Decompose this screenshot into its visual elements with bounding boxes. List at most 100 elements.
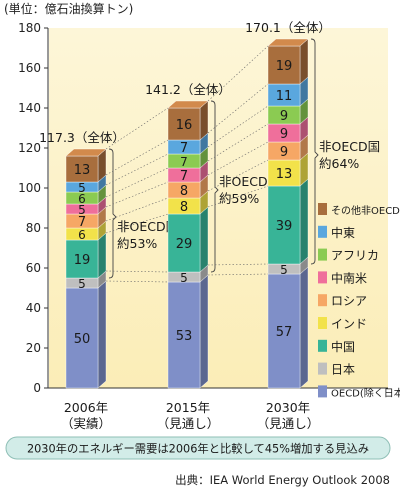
y-tick-label: 120: [18, 141, 41, 155]
bar-value-label: 19: [74, 253, 91, 268]
legend-label: 中東: [331, 225, 355, 240]
bar-value-label: 9: [280, 109, 288, 124]
bar-value-label: 29: [176, 237, 193, 252]
legend-swatch: [318, 225, 327, 238]
bar-value-label: 5: [280, 263, 288, 277]
series-connector-line: [105, 167, 169, 198]
y-tick-label: 140: [18, 101, 41, 115]
series-connector-line: [207, 273, 269, 276]
summary-banner-box: [5, 436, 391, 460]
bar-value-label: 11: [276, 89, 293, 104]
legend-swatch: [318, 385, 327, 398]
series-connector-line: [207, 123, 269, 162]
bar-value-label: 39: [276, 219, 293, 234]
legend-label: インド: [331, 317, 367, 331]
y-tick-label: 80: [26, 221, 41, 235]
bar-segment-side: [299, 178, 309, 265]
bar-value-label: 5: [78, 277, 86, 291]
total-label: 170.1（全体）: [245, 20, 331, 35]
series-connector-line: [105, 197, 169, 222]
y-tick-label: 180: [18, 21, 41, 35]
legend-swatch: [318, 248, 327, 261]
bar-value-label: 19: [276, 59, 293, 74]
non-oecd-bracket: [210, 100, 219, 273]
bar-value-label: 8: [180, 200, 188, 215]
non-oecd-annotation: 非OECD国: [319, 139, 380, 154]
legend-label: 中南米: [331, 270, 367, 285]
y-tick-label: 60: [26, 261, 41, 275]
bar-value-label: 6: [78, 192, 86, 206]
legend-label: OECD(除く日本): [331, 386, 400, 399]
bar-segment: [167, 213, 201, 273]
total-label: 141.2（全体）: [145, 82, 231, 97]
bar-value-label: 8: [180, 184, 188, 199]
x-tick-label: 2030年: [266, 400, 310, 415]
bar-value-label: 9: [280, 127, 288, 142]
bar-segment: [267, 159, 301, 187]
legend-swatch: [318, 317, 327, 329]
non-oecd-annotation: 非OECD国: [117, 219, 178, 234]
bar-top-face: [267, 38, 309, 47]
bar-segment-side: [199, 206, 209, 273]
bar-value-label: 9: [280, 145, 288, 160]
x-tick-label: 2015年: [166, 400, 210, 415]
bar-value-label: 5: [78, 181, 86, 195]
total-label: 117.3（全体）: [39, 130, 125, 145]
bar-value-label: 57: [276, 325, 293, 340]
series-connector-line: [207, 83, 269, 134]
bar-segment-side: [299, 266, 309, 389]
bar-value-label: 7: [180, 141, 188, 156]
series-connector-line: [207, 45, 269, 102]
bar-segment: [65, 155, 99, 183]
bar-segment-side: [97, 232, 107, 279]
y-tick-label: 100: [18, 181, 41, 195]
series-connector-line: [207, 159, 269, 192]
bar-segment: [267, 45, 301, 85]
bar-value-label: 7: [180, 155, 188, 169]
bar-value-label: 7: [78, 215, 86, 230]
y-tick-label: 20: [26, 341, 41, 355]
series-connector-line: [105, 213, 169, 234]
unit-label: (単位：億石油換算トン): [4, 1, 133, 16]
bar-segment: [65, 239, 99, 279]
legend-label: 中国: [331, 339, 355, 354]
x-tick-label: （実績）: [61, 416, 111, 431]
y-tick-label: 160: [18, 61, 41, 75]
legend-swatch: [318, 339, 327, 352]
legend-label: ロシア: [331, 294, 367, 308]
legend-swatch: [318, 294, 327, 307]
x-tick-label: （見通し）: [157, 416, 220, 431]
summary-banner-text: 2030年のエネルギー需要は2006年と比較して45%増加する見込み: [27, 442, 369, 456]
bar-value-label: 13: [276, 167, 293, 182]
x-tick-label: （見通し）: [257, 416, 320, 431]
x-tick-label: 2006年: [64, 400, 108, 415]
bar-segment-side: [199, 274, 209, 389]
non-oecd-annotation: 約59%: [219, 191, 259, 206]
y-tick-label: 0: [33, 381, 41, 395]
source-text: 出典：IEA World Energy Outlook 2008: [175, 473, 390, 487]
legend-swatch: [318, 271, 327, 284]
bar-value-label: 5: [180, 271, 188, 285]
series-connector-line: [105, 181, 169, 208]
series-connector-line: [207, 105, 269, 148]
legend-label: アフリカ: [331, 249, 379, 263]
series-connector-line: [207, 263, 269, 266]
series-connector-line: [207, 141, 269, 176]
series-connector-line: [207, 185, 269, 208]
bar-value-label: 50: [74, 332, 91, 347]
legend-swatch: [318, 362, 327, 375]
non-oecd-bracket: [310, 38, 319, 265]
bar-value-label: 13: [74, 163, 91, 178]
non-oecd-annotation: 約53%: [117, 236, 157, 251]
bar-value-label: 6: [78, 228, 86, 242]
legend-swatch: [318, 203, 327, 215]
bar-value-label: 7: [180, 169, 188, 184]
bar-segment: [267, 185, 301, 265]
bar-value-label: 5: [78, 203, 86, 217]
bar-segment-side: [299, 38, 309, 85]
bar-value-label: 53: [176, 329, 193, 344]
bar-value-label: 16: [176, 118, 193, 133]
bar-segment-side: [97, 280, 107, 389]
